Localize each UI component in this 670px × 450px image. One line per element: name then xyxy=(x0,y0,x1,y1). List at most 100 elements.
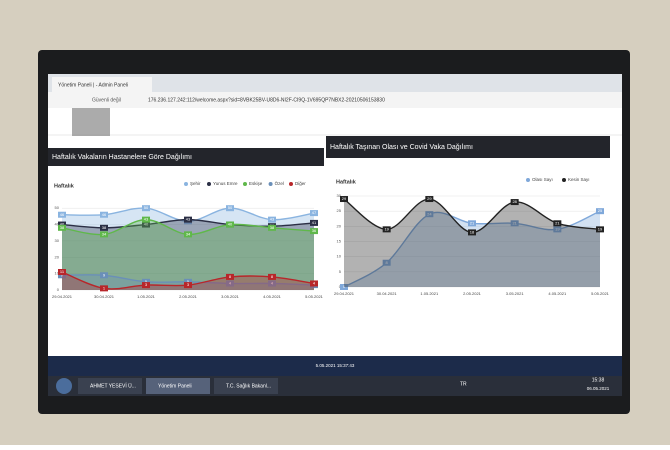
data-label: 1 xyxy=(103,285,106,290)
chart-title: Haftalık Vakaların Hastanelere Göre Dağı… xyxy=(52,154,192,161)
page xyxy=(48,108,622,134)
data-label: 24 xyxy=(427,211,432,216)
data-label-box xyxy=(340,196,348,203)
task-label: Yönetim Paneli xyxy=(158,383,192,389)
lang: TR xyxy=(460,381,467,387)
data-label-box xyxy=(100,231,108,238)
legend-label[interactable]: Şehir xyxy=(190,181,201,186)
data-label-box xyxy=(226,221,234,228)
data-label: 38 xyxy=(60,225,65,230)
area xyxy=(62,208,314,290)
data-label: 50 xyxy=(144,205,149,210)
data-label-box xyxy=(100,211,108,218)
data-label-box xyxy=(268,273,276,280)
y-tick-label: 20 xyxy=(337,223,342,228)
area xyxy=(62,219,314,290)
date: 06.05.2021 xyxy=(587,386,610,391)
address-bar xyxy=(48,92,622,108)
data-label-box xyxy=(100,272,108,279)
data-label-box xyxy=(310,228,318,235)
area xyxy=(62,219,314,290)
data-label-box xyxy=(142,205,150,212)
x-tick-label: 4.05.2021 xyxy=(263,294,282,299)
task-button[interactable] xyxy=(78,378,142,394)
data-label-box xyxy=(184,216,192,223)
page xyxy=(48,166,622,356)
data-label-box xyxy=(268,280,276,287)
data-label-box xyxy=(142,282,150,289)
data-label-box xyxy=(184,231,192,238)
data-label: 19 xyxy=(384,226,389,231)
data-label-box xyxy=(58,221,66,228)
data-label-box xyxy=(58,272,66,279)
data-label-box xyxy=(468,229,476,236)
mute-icon[interactable] xyxy=(72,108,110,136)
y-tick-label: 5 xyxy=(339,269,342,274)
data-label-box xyxy=(142,278,150,285)
legend-label[interactable]: Kesin Sayı xyxy=(568,177,590,182)
task-label: AHMET YESEVİ Ü... xyxy=(90,382,136,389)
tab[interactable] xyxy=(52,77,152,92)
task-button[interactable] xyxy=(146,378,210,394)
data-label: 9 xyxy=(103,272,106,277)
data-label-box xyxy=(226,273,234,280)
data-label: 28 xyxy=(512,199,517,204)
data-label: 43 xyxy=(270,217,275,222)
data-label-box xyxy=(382,259,391,266)
data-label-box xyxy=(310,280,318,287)
title-bar xyxy=(326,136,610,158)
data-label: 46 xyxy=(102,212,107,217)
data-label: 38 xyxy=(270,225,275,230)
data-label-box xyxy=(596,208,604,215)
legend-label[interactable]: Özel xyxy=(275,180,284,186)
data-label: 46 xyxy=(60,212,65,217)
start-button[interactable] xyxy=(56,378,72,394)
clock: 15:38 xyxy=(592,377,605,383)
data-label: 19 xyxy=(555,226,560,231)
status-bar xyxy=(48,356,622,376)
y-tick-label: 15 xyxy=(337,239,342,244)
data-label-box xyxy=(425,196,434,203)
legend-label[interactable]: Eskişe xyxy=(249,181,263,186)
data-label: 38 xyxy=(102,225,107,230)
legend-label[interactable]: Yunus Emre xyxy=(213,181,238,186)
data-label: 5 xyxy=(145,279,148,284)
data-label-box xyxy=(184,282,192,289)
y-tick-label: 20 xyxy=(55,254,60,259)
task-button[interactable] xyxy=(214,378,278,394)
legend-label[interactable]: Diğer xyxy=(295,181,306,186)
data-label: 25 xyxy=(598,208,603,213)
data-label-box xyxy=(58,269,66,275)
x-tick-label: 30.04.2021 xyxy=(94,294,115,299)
data-label-box xyxy=(382,226,391,233)
data-label: 4 xyxy=(313,281,316,286)
data-label: 4 xyxy=(271,281,274,286)
task-label: T.C. Sağlık Bakanl... xyxy=(226,383,271,389)
url[interactable]: 176.236.127.242:112/welcome.aspx?sid=8VB… xyxy=(148,97,385,103)
data-label-box xyxy=(100,285,108,292)
data-label: 50 xyxy=(228,205,233,210)
data-label: 19 xyxy=(598,226,603,231)
data-label: 47 xyxy=(312,210,317,215)
legend-label[interactable]: Olası Sayı xyxy=(532,177,553,182)
y-axis-label: Haftalık xyxy=(54,183,75,189)
tab-strip xyxy=(48,74,622,92)
area xyxy=(344,199,600,287)
data-label-box xyxy=(268,224,276,231)
x-tick-label: 29.04.2021 xyxy=(334,291,355,296)
data-label: 3 xyxy=(145,282,148,287)
area xyxy=(344,211,600,287)
data-label: 34 xyxy=(186,231,191,236)
y-axis-label: Haftalık xyxy=(336,179,357,185)
x-tick-label: 2.05.2021 xyxy=(179,294,198,299)
data-label: 5 xyxy=(187,279,190,284)
data-label-box xyxy=(142,216,150,223)
data-label: 8 xyxy=(271,274,274,279)
data-label: 29 xyxy=(427,196,432,201)
data-label-box xyxy=(226,205,234,212)
data-label: 40 xyxy=(228,222,233,227)
data-label: 41 xyxy=(312,220,317,225)
data-label-box xyxy=(58,224,66,231)
y-tick-label: 50 xyxy=(55,205,60,210)
